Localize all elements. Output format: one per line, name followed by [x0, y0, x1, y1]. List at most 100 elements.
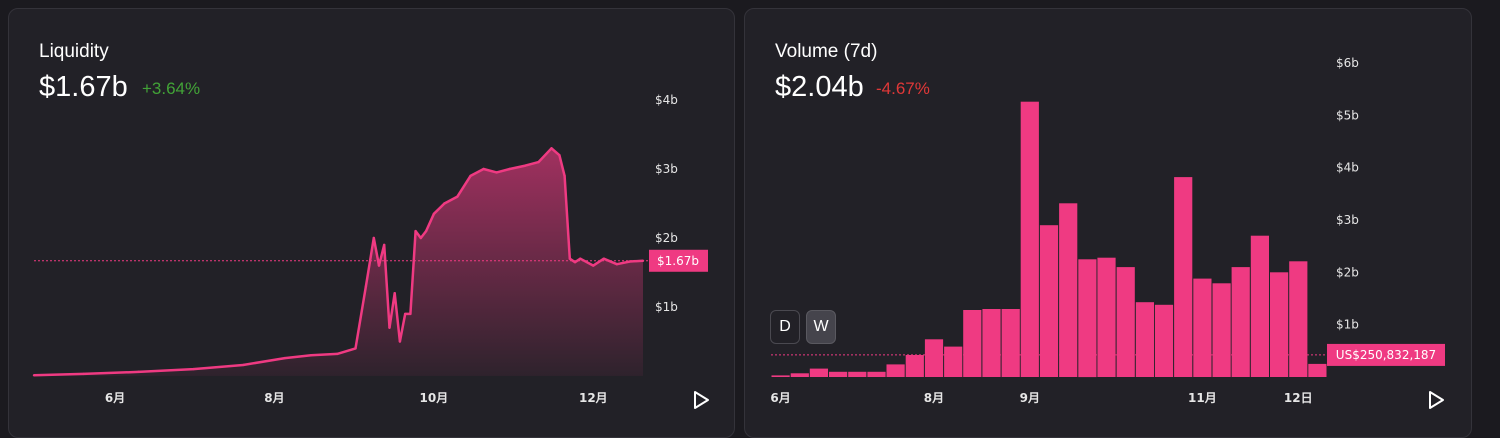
volume-bar[interactable] [1174, 177, 1193, 377]
volume-value: $2.04b [775, 71, 864, 103]
volume-y-tick-label: $6b [1336, 56, 1359, 70]
volume-bar[interactable] [1135, 302, 1154, 377]
liquidity-data-point [372, 236, 375, 240]
liquidity-change: +3.64% [142, 79, 201, 98]
volume-x-tick-label: 8月 [924, 391, 944, 405]
liquidity-data-point [495, 171, 498, 174]
volume-bar[interactable] [1154, 304, 1174, 377]
liquidity-data-point [393, 292, 396, 295]
liquidity-data-point [443, 202, 446, 205]
liquidity-data-point [558, 154, 561, 157]
liquidity-data-point [615, 263, 619, 266]
volume-bar[interactable] [829, 371, 848, 377]
liquidity-data-point [414, 229, 417, 233]
liquidity-current-badge [649, 249, 708, 272]
volume-bar[interactable] [1039, 225, 1059, 377]
volume-x-tick-label: 12日 [1284, 391, 1313, 405]
volume-bar[interactable] [1001, 309, 1020, 377]
volume-x-tick-label: 9月 [1020, 391, 1040, 405]
volume-x-tick-label: 6月 [770, 391, 790, 405]
liquidity-data-point [537, 160, 540, 164]
volume-y-tick-label: $2b [1336, 265, 1359, 279]
volume-y-tick-label: $4b [1336, 161, 1359, 175]
volume-bar[interactable] [1193, 278, 1212, 377]
volume-card: Volume (7d) $2.04b -4.67% $1b $2b $3b $4b $5… [744, 8, 1472, 438]
liquidity-chart[interactable]: $1b $2b $3b $4b 6月 8月 10月 12月 $1.67b [9, 9, 735, 438]
liquidity-data-point [309, 354, 313, 357]
volume-bar[interactable] [886, 364, 905, 377]
liquidity-data-point [563, 174, 566, 178]
volume-bar[interactable] [944, 346, 963, 377]
volume-bar[interactable] [771, 375, 790, 377]
volume-bar[interactable] [1308, 363, 1327, 377]
liquidity-data-point [524, 164, 527, 167]
volume-change: -4.67% [876, 79, 930, 98]
liquidity-data-point [432, 212, 436, 216]
liquidity-data-point [592, 264, 595, 267]
liquidity-data-point [354, 347, 357, 350]
liquidity-data-point [388, 326, 391, 329]
volume-title: Volume (7d) [775, 41, 878, 62]
volume-y-tick-label: $3b [1336, 213, 1359, 227]
weekly-toggle-button[interactable]: W [806, 310, 836, 344]
volume-play-icon[interactable] [1427, 390, 1445, 410]
liquidity-current-label: $1.67b [657, 254, 699, 268]
liquidity-data-point [568, 257, 572, 260]
volume-bar[interactable] [1116, 267, 1135, 377]
liquidity-card: Liquidity $1.67b +3.64% $1b $2b $3b $4b 6月 8月… [8, 8, 735, 438]
liquidity-data-point [364, 285, 368, 288]
liquidity-play-icon[interactable] [692, 390, 710, 410]
volume-y-tick-label: $1b [1336, 318, 1359, 332]
volume-bar[interactable] [1097, 257, 1116, 377]
liquidity-area [34, 148, 643, 376]
volume-bar[interactable] [963, 310, 982, 377]
liquidity-title: Liquidity [39, 41, 109, 62]
liquidity-data-point [241, 363, 245, 367]
liquidity-y-tick-label: $2b [655, 231, 678, 245]
liquidity-data-point [409, 312, 412, 316]
daily-toggle-button[interactable]: D [770, 310, 800, 344]
liquidity-data-point [573, 260, 577, 264]
liquidity-data-point [550, 147, 553, 150]
volume-bar[interactable] [905, 355, 924, 377]
volume-bar[interactable] [1270, 272, 1289, 377]
liquidity-y-tick-label: $4b [655, 93, 678, 107]
liquidity-data-point [419, 236, 423, 240]
volume-current-badge [1327, 343, 1445, 366]
volume-bar[interactable] [1020, 101, 1039, 377]
volume-bar[interactable] [1059, 203, 1078, 377]
liquidity-x-tick-label: 6月 [105, 391, 125, 405]
liquidity-data-point [579, 257, 582, 260]
liquidity-data-point [32, 374, 36, 377]
volume-bar[interactable] [809, 368, 828, 377]
volume-chart[interactable]: $1b $2b $3b $4b $5b $6b 6月 8月 9月 11月 12日 US$250,832… [745, 9, 1472, 438]
liquidity-data-point [377, 264, 381, 267]
volume-bar[interactable] [1212, 283, 1231, 377]
volume-bar[interactable] [1250, 235, 1269, 377]
volume-bar[interactable] [867, 371, 886, 377]
volume-bar[interactable] [1231, 267, 1250, 377]
page-edge [1478, 0, 1500, 432]
volume-bar[interactable] [848, 371, 867, 377]
volume-bar[interactable] [790, 373, 809, 377]
liquidity-value: $1.67b [39, 71, 128, 103]
liquidity-data-point [482, 167, 485, 171]
volume-bar[interactable] [924, 339, 944, 377]
liquidity-data-point [192, 367, 195, 371]
volume-current-label: US$250,832,187 [1336, 348, 1436, 362]
liquidity-data-point [508, 167, 511, 171]
liquidity-data-point [383, 243, 386, 247]
liquidity-data-point [602, 257, 605, 260]
liquidity-x-tick-label: 10月 [420, 391, 449, 405]
volume-y-tick-label: $5b [1336, 108, 1359, 122]
liquidity-data-point [424, 229, 428, 233]
liquidity-data-point [403, 312, 407, 316]
volume-bar[interactable] [1078, 259, 1097, 378]
liquidity-data-point [398, 340, 402, 343]
volume-bar[interactable] [1289, 261, 1308, 377]
volume-x-tick-label: 11月 [1188, 391, 1217, 405]
volume-bar[interactable] [982, 309, 1001, 377]
liquidity-x-tick-label: 12月 [579, 391, 608, 405]
liquidity-data-point [283, 356, 287, 360]
liquidity-data-point [137, 370, 140, 374]
